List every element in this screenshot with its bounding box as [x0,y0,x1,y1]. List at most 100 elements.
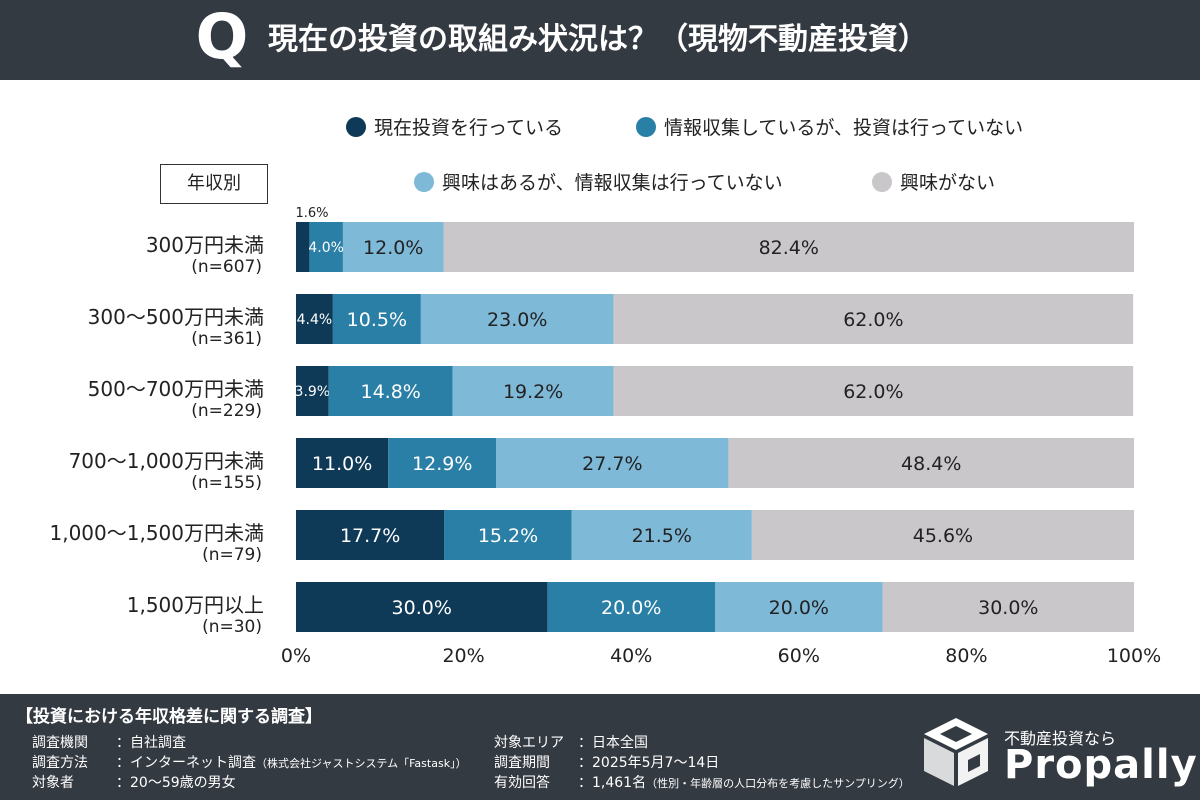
category-n: (n=155) [191,473,262,493]
legend-dot-investing [346,117,366,137]
legend-item-interested: 興味はあるが、情報収集は行っていない [414,168,783,198]
category-label: 300万円未満 (n=607) [146,233,264,277]
info-note: （性別・年齢層の人口分布を考慮したサンプリング） [646,777,910,790]
brand-tagline: 不動産投資なら [1004,729,1117,748]
bar-segment [496,438,729,488]
data-label: 4.0% [308,240,344,256]
category-label: 700〜1,000万円未満 (n=155) [69,449,264,493]
page-title: 現在の投資の取組み状況は？（現物不動産投資） [268,22,928,57]
category-n: (n=607) [191,257,262,277]
bar-segment [388,438,497,488]
data-label: 30.0% [392,597,452,619]
category-label: 1,500万円以上 (n=30) [127,593,264,637]
legend-item-investing: 現在投資を行っている [346,113,563,143]
data-label: 4.4% [297,312,333,328]
bar-segment [296,294,333,344]
data-label: 62.0% [843,309,903,331]
bar-segment [342,222,444,272]
bar-segment [296,510,445,560]
category-name: 700〜1,000万円未満 [68,449,264,473]
legend-dot-interested [414,172,434,192]
info-value: ：20〜59歳の男女 [116,775,236,791]
bar-segment [296,222,310,272]
category-label: 500〜700万円未満 (n=229) [88,377,264,421]
bar-segment [547,582,715,632]
bar-segment [420,294,614,344]
info-value: ：日本全国 [578,735,648,751]
bar-segment [444,510,572,560]
bar-segment [443,222,1134,272]
info-key: 対象エリア [494,735,564,751]
survey-info-row: 対象エリア ：日本全国 [494,734,648,752]
data-label: 23.0% [487,309,547,331]
data-label: 48.4% [901,453,961,475]
data-label: 20.0% [601,597,661,619]
data-label: 30.0% [978,597,1038,619]
bar-segment [613,366,1134,416]
survey-info-row: 有効回答 ：1,461名（性別・年齢層の人口分布を考慮したサンプリング） [494,774,910,793]
q-mark: Q [195,0,249,73]
bar-segment [751,510,1134,560]
bar-segment [296,438,389,488]
info-note: （株式会社ジャストシステム「Fastask」） [256,757,467,770]
survey-info-row: 調査機関 ：自社調査 [32,734,186,752]
info-value: ：自社調査 [116,735,186,751]
legend-label-not-interested: 興味がない [900,172,996,194]
info-value: ：2025年5月7〜14日 [578,755,720,771]
category-name: 1,500万円以上 [126,593,264,617]
legend-dot-researching [636,117,656,137]
x-tick-label: 100% [1107,645,1161,667]
data-label: 62.0% [843,381,903,403]
bar-segment [332,294,421,344]
info-key: 調査期間 [494,755,550,771]
footer: 【投資における年収格差に関する調査】 調査機関 ：自社調査 調査方法 ：インターネッ… [0,694,1200,800]
bar-segment [309,222,343,272]
category-name: 1,000〜1,500万円未満 [49,521,264,545]
category-n: (n=79) [202,545,262,565]
info-key: 有効回答 [494,775,550,791]
x-tick-label: 80% [945,645,987,667]
data-label: 15.2% [478,525,538,547]
group-label: 年収別 [160,164,268,204]
data-label: 27.7% [582,453,642,475]
survey-info-row: 対象者 ：20〜59歳の男女 [32,774,236,792]
legend-label-interested: 興味はあるが、情報収集は行っていない [442,172,783,194]
brand-name: Propally [1004,742,1198,788]
bar-segment [452,366,614,416]
data-label: 20.0% [769,597,829,619]
legend-dot-not-interested [872,172,892,192]
x-tick-label: 60% [778,645,820,667]
data-label: 10.5% [347,309,407,331]
bar-segment [613,294,1134,344]
bar-segment [328,366,453,416]
data-label: 12.0% [363,237,423,259]
category-n: (n=229) [191,401,262,421]
legend-item-researching: 情報収集しているが、投資は行っていない [636,113,1023,143]
bar-segment [571,510,752,560]
survey-info-row: 調査期間 ：2025年5月7〜14日 [494,754,719,772]
data-label: 11.0% [312,453,372,475]
info-value: ：1,461名 [578,775,647,791]
data-label: 82.4% [759,237,819,259]
bar-segment [728,438,1134,488]
data-label: 45.6% [913,525,973,547]
x-tick-label: 0% [281,645,311,667]
info-key: 調査方法 [32,755,88,771]
category-name: 300万円未満 [145,233,264,257]
survey-info-row: 調査方法 ：インターネット調査（株式会社ジャストシステム「Fastask」） [32,754,467,773]
legend-item-not-interested: 興味がない [872,168,995,198]
category-label: 1,000〜1,500万円未満 (n=79) [49,521,264,565]
data-label: 17.7% [340,525,400,547]
propally-logo-icon [924,718,988,786]
legend-label-researching: 情報収集しているが、投資は行っていない [664,117,1024,139]
info-key: 調査機関 [32,735,88,751]
data-label: 21.5% [632,525,692,547]
survey-title: 【投資における年収格差に関する調査】 [16,707,322,727]
data-label: 3.9% [295,384,331,400]
bar-segment [296,582,548,632]
category-name: 300〜500万円未満 [87,305,264,329]
data-label: 1.6% [295,206,328,221]
data-label: 19.2% [503,381,563,403]
info-key: 対象者 [32,775,74,791]
info-value: ：インターネット調査 [116,755,256,771]
